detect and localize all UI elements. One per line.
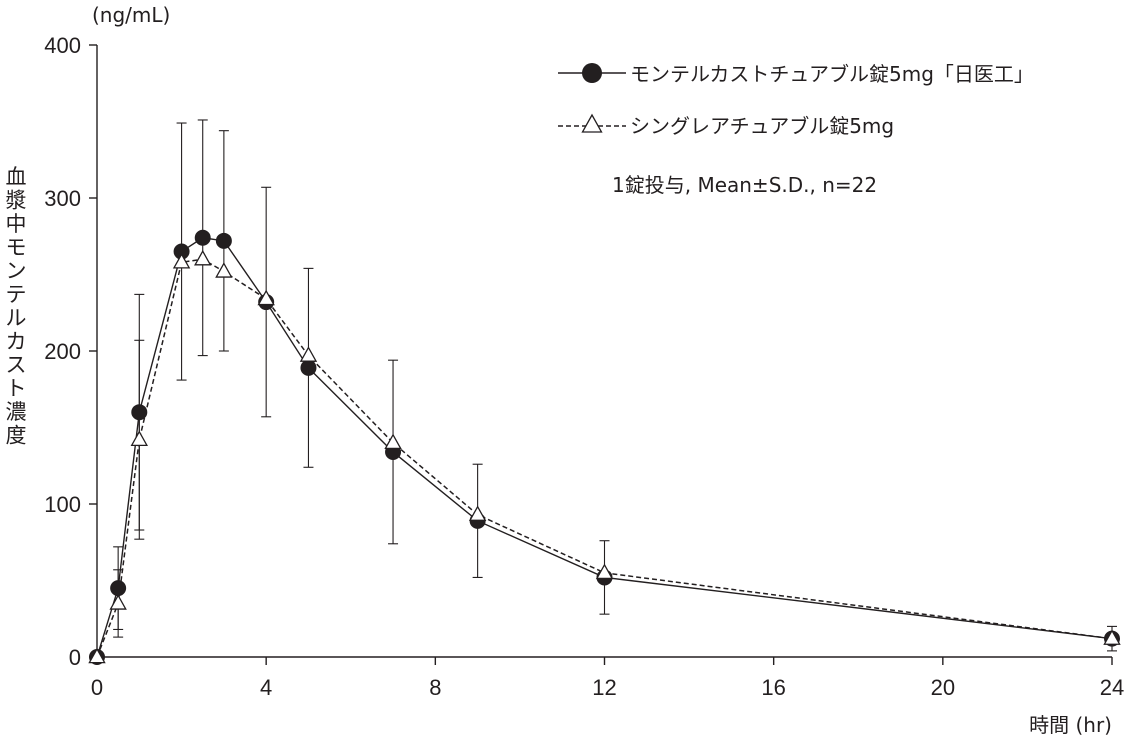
data-point-shingulair (384, 433, 402, 450)
data-point-shingulair (130, 430, 148, 446)
axis-ticks: 0 100 200 300 400 0 4 8 12 16 20 24 (44, 33, 1124, 700)
series-line-shingulair (96, 258, 1113, 658)
legend-label-nichiiko: モンテルカストチュアブル錠5mg「日医工」 (630, 62, 1034, 86)
y-axis-label-char: ン (6, 259, 27, 283)
data-point-shingulair (109, 594, 127, 610)
study-annotation: 1錠投与, Mean±S.D., n=22 (612, 173, 877, 197)
y-axis-label-char: 中 (6, 212, 27, 236)
y-axis-label-char: 度 (6, 424, 27, 448)
data-point-shingulair (468, 505, 487, 521)
y-axis-label-char: 漿 (6, 189, 27, 213)
legend-marker-shingulair (581, 113, 603, 133)
x-tick-label: 20 (931, 675, 955, 700)
data-point-nichiiko (110, 580, 127, 597)
y-axis-label-char: 濃 (6, 400, 27, 424)
x-axis-label: 時間 (hr) (1029, 713, 1112, 737)
y-axis-label-char: カ (6, 330, 27, 354)
data-point-shingulair (1103, 629, 1121, 645)
x-tick-label: 12 (592, 675, 616, 700)
data-point-shingulair (299, 346, 318, 362)
x-tick-label: 24 (1100, 675, 1124, 700)
legend-label-shingulair: シングレアチュアブル錠5mg (630, 114, 894, 138)
y-tick-label: 400 (44, 33, 81, 58)
data-point-shingulair (172, 252, 191, 269)
y-axis-label-char: ト (6, 377, 27, 401)
error-bars (113, 119, 1117, 652)
y-unit-label: (ng/mL) (92, 3, 170, 27)
data-point-shingulair (88, 647, 106, 664)
data-point-nichiiko (215, 232, 232, 249)
y-axis-label-char: モ (6, 236, 27, 260)
data-point-nichiiko (300, 359, 317, 376)
y-axis-label-char: 血 (6, 165, 27, 189)
y-tick-label: 200 (44, 339, 81, 364)
legend-marker-nichiiko (582, 63, 602, 83)
x-tick-label: 16 (761, 675, 785, 700)
data-point-nichiiko (131, 404, 148, 421)
y-tick-label: 300 (44, 186, 81, 211)
data-point-shingulair (194, 249, 212, 266)
x-tick-label: 4 (260, 675, 272, 700)
data-point-shingulair (595, 563, 614, 580)
y-tick-label: 100 (44, 492, 81, 517)
data-point-shingulair (215, 262, 233, 278)
y-axis-label-char: テ (6, 283, 27, 307)
y-axis-label-char: ル (6, 306, 27, 330)
data-markers (88, 229, 1121, 665)
y-axis-label-char: ス (6, 353, 27, 377)
x-tick-label: 8 (429, 675, 441, 700)
data-point-nichiiko (194, 229, 211, 246)
y-tick-label: 0 (69, 645, 81, 670)
x-tick-label: 0 (91, 675, 103, 700)
legend: モンテルカストチュアブル錠5mg「日医工」シングレアチュアブル錠5mg (558, 62, 1034, 138)
data-point-shingulair (257, 289, 275, 306)
